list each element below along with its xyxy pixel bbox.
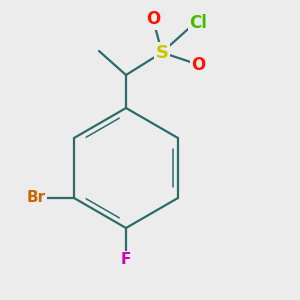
Text: O: O	[191, 56, 205, 74]
Text: S: S	[155, 44, 169, 62]
Text: Cl: Cl	[189, 14, 207, 32]
Text: Br: Br	[27, 190, 46, 206]
Text: O: O	[146, 11, 160, 28]
Text: F: F	[121, 252, 131, 267]
